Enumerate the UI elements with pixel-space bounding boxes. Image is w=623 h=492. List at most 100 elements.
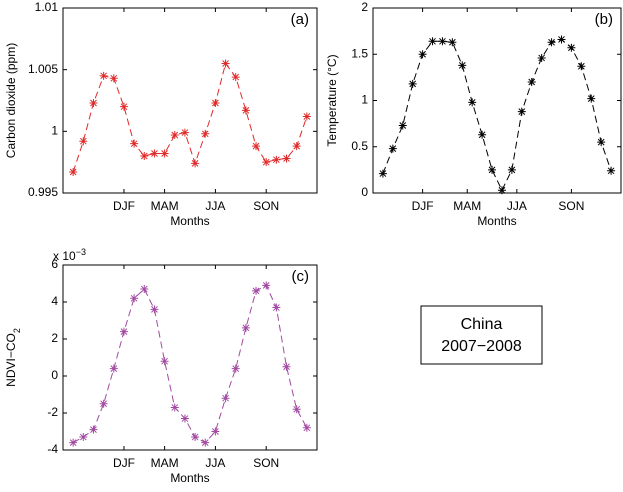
asterisk-marker (119, 327, 128, 336)
asterisk-marker (418, 50, 427, 59)
asterisk-marker (160, 149, 169, 158)
asterisk-marker (170, 131, 179, 140)
asterisk-marker (109, 74, 118, 83)
x-axis-label: Months (477, 214, 516, 228)
asterisk-marker (398, 121, 407, 130)
asterisk-marker (262, 158, 271, 167)
asterisk-marker (292, 142, 301, 151)
y-axis-label: Temperature (°C) (325, 54, 339, 146)
series-line (382, 38, 612, 192)
asterisk-marker (241, 323, 250, 332)
x-tick-label: JJA (507, 199, 527, 213)
asterisk-marker (180, 414, 189, 423)
asterisk-marker (497, 186, 506, 195)
y-tick-label: 2 (361, 0, 368, 14)
asterisk-marker (89, 425, 98, 434)
asterisk-marker (69, 438, 78, 447)
asterisk-marker (109, 364, 118, 373)
asterisk-marker (587, 94, 596, 103)
asterisk-marker (272, 155, 281, 164)
asterisk-marker (231, 364, 240, 373)
y-tick-label: 4 (51, 294, 58, 308)
x-tick-label: DJF (412, 199, 434, 213)
asterisk-marker (577, 62, 586, 71)
box-line: 2007−2008 (441, 338, 522, 355)
asterisk-marker (292, 405, 301, 414)
x-tick-label: JJA (205, 456, 225, 470)
asterisk-marker (302, 423, 311, 432)
subplot: 0.995 1 1.005 1.01 DJF MAM JJA SON Months Carbon … (4, 0, 318, 228)
plot-frame (372, 7, 622, 194)
x-tick-label: DJF (113, 199, 135, 213)
asterisk-marker (130, 139, 139, 148)
asterisk-marker (119, 102, 128, 111)
x-tick-label: JJA (205, 199, 225, 213)
asterisk-marker (468, 98, 477, 107)
asterisk-marker (378, 169, 387, 178)
asterisk-marker (567, 43, 576, 52)
y-tick-label: 1.01 (35, 0, 59, 14)
y-label-text: Temperature (°C) (325, 54, 339, 146)
asterisk-marker (79, 137, 88, 146)
asterisk-marker (282, 154, 291, 163)
asterisk-marker (211, 427, 220, 436)
x-tick-label: MAM (151, 456, 179, 470)
asterisk-marker (191, 159, 200, 168)
x-tick-label: SON (253, 456, 279, 470)
x-tick-label: MAM (453, 199, 481, 213)
asterisk-marker (448, 38, 457, 47)
asterisk-marker (388, 144, 397, 153)
asterisk-marker (201, 129, 210, 138)
asterisk-marker (272, 303, 281, 312)
y-label-sub: 2 (12, 328, 22, 333)
x-tick-label: SON (558, 199, 584, 213)
asterisk-marker (79, 433, 88, 442)
panel-label: (a) (291, 11, 309, 28)
asterisk-marker (438, 37, 447, 46)
plot-frame (62, 264, 318, 451)
y-tick-label: 1 (361, 93, 368, 107)
asterisk-marker (89, 98, 98, 107)
multiplier-exp: −3 (76, 247, 86, 257)
asterisk-marker (170, 403, 179, 412)
asterisk-marker (160, 357, 169, 366)
asterisk-marker (252, 286, 261, 295)
asterisk-marker (488, 165, 497, 174)
y-tick-label: 1.005 (28, 62, 58, 76)
box-line: China (461, 316, 503, 333)
y-tick-label: 0.995 (28, 185, 58, 199)
panel-label: (b) (595, 11, 613, 28)
asterisk-marker (262, 281, 271, 290)
asterisk-marker (527, 78, 536, 86)
asterisk-marker (221, 59, 230, 68)
y-axis-label: Carbon dioxide (ppm) (4, 43, 18, 158)
asterisk-marker (252, 142, 261, 151)
y-tick-label: 1.5 (351, 46, 368, 60)
subplot: 0 0.5 1 1.5 2 DJF MAM JJA SON Months Temperature (… (325, 0, 622, 228)
asterisk-marker (282, 362, 291, 371)
asterisk-marker (302, 112, 311, 121)
asterisk-marker (408, 79, 417, 88)
y-tick-label: -2 (47, 405, 58, 419)
asterisk-marker (130, 294, 139, 303)
x-axis-label: Months (170, 214, 209, 228)
y-tick-label: -4 (47, 442, 58, 456)
asterisk-marker (201, 438, 210, 447)
asterisk-marker (597, 138, 606, 147)
asterisk-marker (211, 98, 220, 107)
asterisk-marker (99, 71, 108, 80)
asterisk-marker (241, 106, 250, 115)
multiplier-base: x 10 (53, 249, 76, 263)
asterisk-marker (478, 130, 487, 139)
asterisk-marker (99, 399, 108, 408)
x-tick-label: MAM (151, 199, 179, 213)
y-tick-label: 0.5 (351, 139, 368, 153)
x-tick-label: DJF (113, 456, 135, 470)
asterisk-marker (557, 35, 566, 44)
asterisk-marker (221, 394, 230, 403)
asterisk-marker (150, 149, 159, 158)
series-line (72, 62, 308, 173)
axis-multiplier: x 10−3 (53, 247, 86, 263)
